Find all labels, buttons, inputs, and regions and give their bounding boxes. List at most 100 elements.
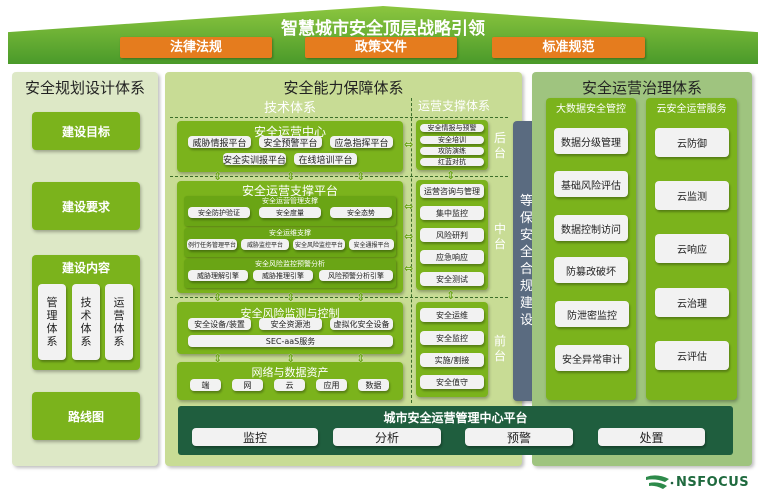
back-item[interactable]: 红蓝对抗 — [420, 158, 484, 166]
warn-button[interactable]: 预警 — [465, 428, 573, 446]
mid-label: 中台 — [493, 222, 506, 251]
soc-item[interactable]: 应急指挥平台 — [330, 136, 393, 149]
content-item-management[interactable]: 管理体系 — [38, 284, 66, 360]
group-item[interactable]: 风险预警分析引擎 — [319, 270, 393, 281]
arrow-icon: ⇕ — [213, 291, 223, 304]
nsfocus-logo: NSFOCUS — [676, 475, 750, 490]
divider — [170, 297, 508, 298]
group-item[interactable]: 威胁推理引擎 — [253, 270, 313, 281]
risk-item[interactable]: 虚拟化安全设备 — [330, 318, 393, 330]
platform-title: 安全运营支撑平台 — [241, 184, 338, 198]
bigdata-item[interactable]: 安全异常审计 — [555, 345, 629, 371]
ops-title: 运营支撑体系 — [417, 99, 490, 113]
arrow-icon: ⇔ — [404, 262, 414, 275]
bigdata-item[interactable]: 防泄密监控 — [555, 301, 629, 327]
group-item[interactable]: 安全防护验证 — [188, 207, 250, 218]
group-title: 安全运营管理支撑 — [262, 197, 318, 205]
planning-title: 安全规划设计体系 — [24, 79, 145, 97]
content-title: 建设内容 — [61, 261, 110, 275]
group-item[interactable]: 威胁理解引擎 — [188, 270, 248, 281]
bigdata-item[interactable]: 防篡改破坏 — [554, 257, 628, 283]
soc-item[interactable]: 在线培训平台 — [294, 153, 357, 166]
asset-item[interactable]: 应用 — [316, 379, 347, 391]
cloud-item[interactable]: 云治理 — [655, 288, 729, 317]
arrow-icon: ⇕ — [356, 170, 366, 183]
mid-item[interactable]: 应急响应 — [420, 250, 484, 264]
compliance-label: 等保安全合规建设 — [519, 194, 533, 328]
nsfocus-logo-icon — [645, 474, 675, 489]
divider — [170, 117, 508, 118]
cloud-title: 云安全运营服务 — [656, 104, 727, 115]
divider — [411, 98, 412, 403]
cloud-item[interactable]: 云监测 — [655, 181, 729, 210]
governance-title: 安全运营治理体系 — [581, 79, 702, 97]
group-item[interactable]: 威胁监控平台 — [241, 239, 289, 250]
back-item[interactable]: 安全情报与预警 — [420, 124, 484, 132]
cloud-item[interactable]: 云防御 — [655, 128, 729, 157]
asset-item[interactable]: 端 — [190, 379, 221, 391]
soc-item[interactable]: 威胁情报平台 — [188, 136, 251, 149]
front-item[interactable]: 安全值守 — [420, 375, 484, 389]
back-item[interactable]: 攻防演练 — [420, 147, 484, 155]
front-item[interactable]: 安全监控 — [420, 331, 484, 345]
group-item[interactable]: 安全态势 — [330, 207, 392, 218]
arrow-icon: ⇔ — [404, 200, 414, 213]
back-item[interactable]: 安全培训 — [420, 136, 484, 144]
goal-box[interactable]: 建设目标 — [32, 112, 140, 150]
back-label: 后台 — [493, 131, 506, 160]
arrow-icon: ⇕ — [446, 169, 456, 182]
arrow-icon: ⇕ — [213, 352, 223, 365]
asset-item[interactable]: 数据 — [358, 379, 389, 391]
risk-title: 安全风险监测与控制 — [240, 307, 340, 320]
asset-item[interactable]: 网 — [232, 379, 263, 391]
soc-item[interactable]: 安全预警平台 — [259, 136, 322, 149]
group-item[interactable]: 安全通报平台 — [349, 239, 394, 250]
analyze-button[interactable]: 分析 — [333, 428, 441, 446]
mid-item[interactable]: 集中监控 — [420, 206, 484, 220]
arrow-icon: ⇔ — [404, 138, 414, 151]
bigdata-title: 大数据安全管控 — [556, 104, 626, 115]
front-item[interactable]: 实施/割接 — [420, 353, 484, 367]
pillar-standards[interactable]: 标准规范 — [492, 37, 645, 58]
dispose-button[interactable]: 处置 — [598, 428, 705, 446]
group-item[interactable]: 例行任务管理平台 — [187, 239, 237, 250]
pillar-laws[interactable]: 法律法规 — [120, 37, 272, 58]
content-item-tech[interactable]: 技术体系 — [72, 284, 100, 360]
capability-title: 安全能力保障体系 — [283, 79, 404, 97]
monitor-button[interactable]: 监控 — [192, 428, 318, 446]
arrow-icon: ⇕ — [286, 170, 296, 183]
soc-item[interactable]: 安全实训报平台 — [223, 153, 286, 166]
group-title: 安全风险监控预警分析 — [255, 260, 325, 268]
arrow-icon: ⇕ — [446, 289, 456, 302]
banner-title: 智慧城市安全顶层战略引领 — [281, 19, 485, 39]
arrow-icon: ⇕ — [356, 291, 366, 304]
mid-item[interactable]: 运营咨询与管理 — [420, 184, 484, 198]
secaas-service[interactable]: SEC-aaS服务 — [188, 335, 393, 347]
city-soc-title: 城市安全运营管理中心平台 — [383, 411, 528, 425]
mid-item[interactable]: 安全测试 — [420, 272, 484, 286]
bigdata-item[interactable]: 数据分级管理 — [554, 128, 628, 154]
bigdata-item[interactable]: 数据控制访问 — [554, 215, 628, 241]
assets-title: 网络与数据资产 — [251, 366, 329, 379]
group-item[interactable]: 安全风险监控平台 — [293, 239, 345, 250]
cloud-item[interactable]: 云评估 — [655, 341, 729, 370]
divider — [170, 176, 508, 177]
risk-item[interactable]: 安全资源池 — [259, 318, 322, 330]
arrow-icon: ⇕ — [213, 170, 223, 183]
front-item[interactable]: 安全运维 — [420, 308, 484, 322]
risk-item[interactable]: 安全设备/装置 — [188, 318, 251, 330]
pillar-policy[interactable]: 政策文件 — [305, 37, 457, 58]
roadmap-box[interactable]: 路线图 — [32, 392, 140, 440]
content-item-ops[interactable]: 运营体系 — [105, 284, 133, 360]
arrow-icon: ⇔ — [404, 230, 414, 243]
asset-item[interactable]: 云 — [274, 379, 305, 391]
tech-title: 技术体系 — [263, 101, 316, 116]
arrow-icon: ⇕ — [286, 291, 296, 304]
group-item[interactable]: 安全度量 — [259, 207, 321, 218]
mid-item[interactable]: 风险研判 — [420, 228, 484, 242]
group-title: 安全运维支撑 — [269, 229, 311, 237]
cloud-item[interactable]: 云响应 — [655, 234, 729, 263]
arrow-icon: ⇕ — [356, 352, 366, 365]
bigdata-item[interactable]: 基础风险评估 — [554, 171, 628, 197]
requirement-box[interactable]: 建设要求 — [32, 182, 140, 230]
